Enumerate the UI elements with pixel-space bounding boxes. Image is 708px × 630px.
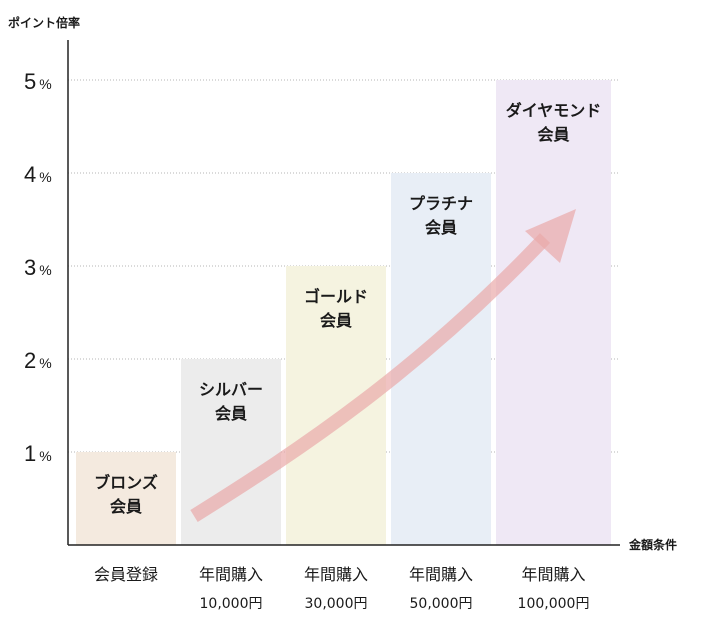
tier-label: 会員 [215,404,247,423]
growth-arrow [190,233,551,522]
bar-3 [286,266,386,545]
tier-label: 会員 [537,125,569,144]
condition-label: 年間購入 [199,565,263,584]
tier-label: ダイヤモンド [506,101,602,120]
tier-label: ゴールド [304,287,368,306]
tier-label: 会員 [425,218,457,237]
condition-label: 会員登録 [94,565,158,584]
y-tick-label: 5% [24,69,52,94]
condition-label: 年間購入 [304,565,368,584]
y-axis-label: ポイント倍率 [8,16,81,30]
amount-label: 30,000円 [305,596,368,612]
x-axis-label: 金額条件 [629,538,678,552]
amount-label: 10,000円 [200,596,263,612]
growth-arrow-head [525,209,576,263]
bar-5 [496,80,611,545]
y-tick-label: 4% [24,162,52,187]
tier-label: プラチナ [409,194,473,213]
y-tick-label: 2% [24,348,52,373]
tier-label: 会員 [110,497,142,516]
y-tick-label: 3% [24,255,52,280]
condition-label: 年間購入 [521,565,585,584]
amount-label: 50,000円 [410,596,473,612]
tier-label: シルバー [199,380,263,399]
condition-label: 年間購入 [409,565,473,584]
bar-1 [76,452,176,545]
tier-label: 会員 [320,311,352,330]
amount-label: 100,000円 [518,596,590,612]
tier-label: ブロンズ [94,473,158,492]
y-tick-label: 1% [24,441,52,466]
